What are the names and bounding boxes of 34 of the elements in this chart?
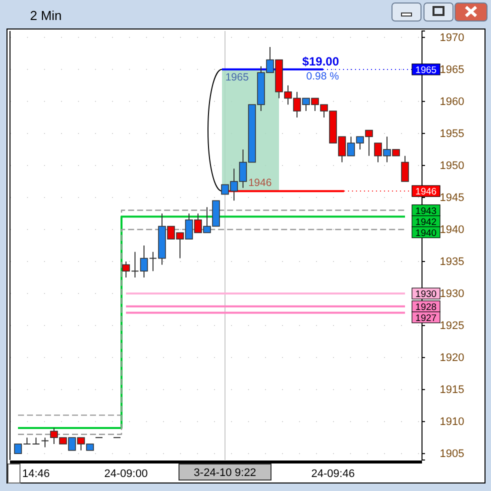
data-label: 1928 <box>415 302 437 313</box>
data-label: 1942 <box>415 216 437 228</box>
x-tick-label: 14:46 <box>22 468 50 480</box>
annotation: 1965 <box>225 71 249 84</box>
data-label: 1943 <box>415 206 437 217</box>
x-tick-label: 24-09:00 <box>104 468 148 480</box>
y-tick-label: 1970 <box>440 32 464 44</box>
x-tick-label: 24-09:46 <box>311 468 355 480</box>
y-tick-label: 1930 <box>440 288 464 300</box>
annotation: 1946 <box>248 177 272 190</box>
candlestick <box>32 437 40 444</box>
text: 3-24-10 9:22 <box>194 467 256 479</box>
ref-line-label: 1965 <box>415 64 437 76</box>
annotation: 0.98 % <box>306 70 339 82</box>
y-tick-label: 1925 <box>440 320 464 332</box>
y-tick-label: 1940 <box>440 224 464 236</box>
y-tick-label: 1950 <box>440 160 464 172</box>
y-tick-label: 1955 <box>440 128 464 140</box>
y-tick-label: 1935 <box>440 256 464 268</box>
candlestick <box>41 437 49 448</box>
data-label: 1927 <box>415 312 437 324</box>
y-tick-label: 1910 <box>440 416 464 428</box>
y-tick-label: 1920 <box>440 352 464 364</box>
chart-title: 2 Min <box>30 8 62 23</box>
y-tick-label: 1945 <box>440 192 464 204</box>
y-tick-label: 1905 <box>440 448 464 460</box>
annotation: $19.00 <box>302 54 340 68</box>
data-label: 1930 <box>415 289 437 300</box>
candlestick <box>401 155 409 182</box>
data-label: 1940 <box>415 228 437 239</box>
y-tick-label: 1915 <box>440 384 464 396</box>
y-tick-label: 1965 <box>440 64 464 76</box>
y-tick-label: 1960 <box>440 96 464 108</box>
ref-line-label: 1946 <box>415 186 437 198</box>
